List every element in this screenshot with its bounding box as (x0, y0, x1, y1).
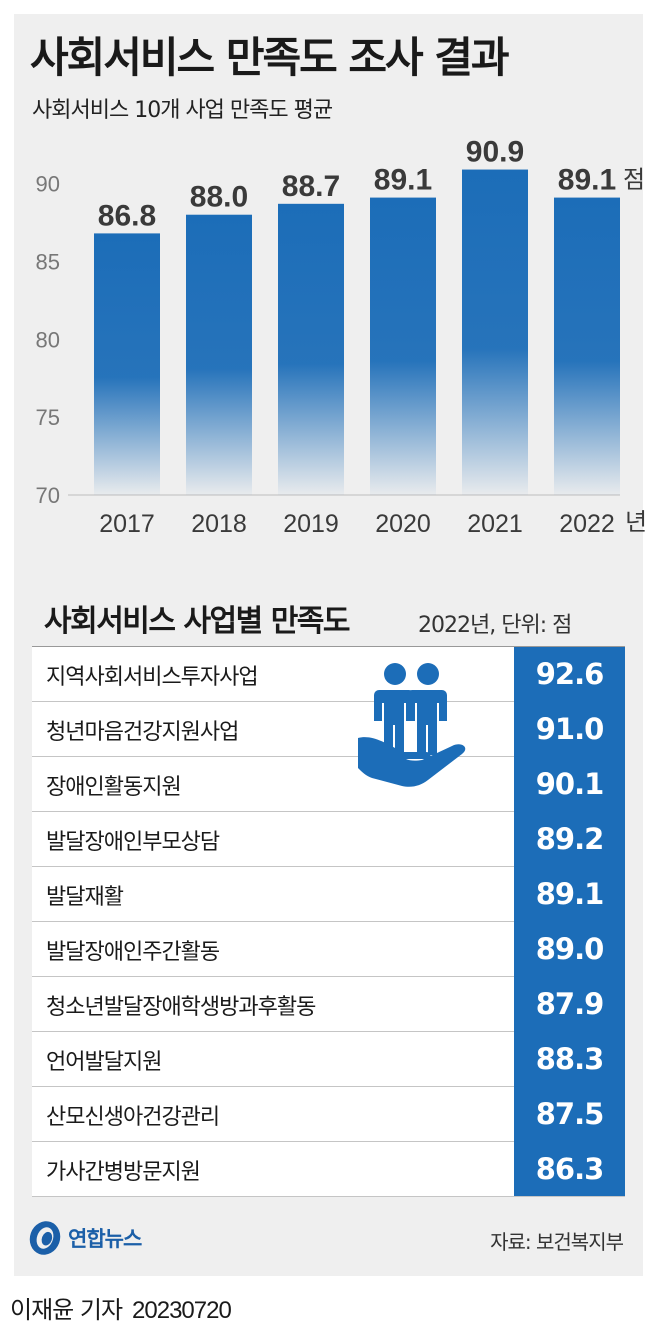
program-name: 발달재활 (46, 885, 124, 910)
program-score: 89.1 (514, 867, 625, 922)
program-name: 발달장애인주간활동 (46, 940, 220, 965)
program-score: 91.0 (514, 702, 625, 757)
x-tick-label: 2020 (375, 510, 431, 538)
byline-author: 이재윤 기자 (10, 1296, 123, 1324)
value-unit-label: 점 (623, 166, 645, 194)
bar (462, 169, 528, 496)
data-label: 89.1 (558, 164, 616, 197)
logo-text: 연합뉴스 (68, 1227, 142, 1251)
y-tick-label: 70 (36, 483, 60, 508)
program-name: 장애인활동지원 (46, 775, 182, 800)
bar (278, 203, 344, 496)
data-label: 90.9 (466, 136, 524, 169)
program-name: 산모신생아건강관리 (46, 1105, 220, 1130)
x-tick-label: 2021 (467, 510, 523, 538)
byline: 이재윤 기자 20230720 (10, 1290, 232, 1325)
program-score: 88.3 (514, 1032, 625, 1087)
program-score: 86.3 (514, 1142, 625, 1196)
program-name: 청년마음건강지원사업 (46, 720, 239, 745)
program-score: 87.5 (514, 1087, 625, 1142)
x-tick-label: 2022 (559, 510, 615, 538)
yonhap-logo-icon (29, 1221, 61, 1255)
people-in-hand-icon (358, 663, 466, 787)
program-score: 89.0 (514, 922, 625, 977)
table-row: 가사간병방문지원 86.3 (32, 1142, 625, 1197)
program-name: 가사간병방문지원 (46, 1160, 201, 1185)
page-title: 사회서비스 만족도 조사 결과 (30, 33, 510, 82)
x-tick-label: 2017 (99, 510, 155, 538)
table-row: 언어발달지원 88.3 (32, 1032, 625, 1087)
bar (186, 214, 252, 495)
section-title: 사회서비스 사업별 만족도 (44, 604, 351, 639)
program-score: 90.1 (514, 757, 625, 812)
x-tick-label: 2019 (283, 510, 339, 538)
byline-date: 20230720 (132, 1297, 232, 1324)
program-name: 언어발달지원 (46, 1050, 162, 1075)
program-score: 87.9 (514, 977, 625, 1032)
table-row: 발달장애인부모상담 89.2 (32, 812, 625, 867)
chart-subtitle: 사회서비스 10개 사업 만족도 평균 (32, 98, 333, 123)
bar (370, 197, 436, 496)
y-tick-label: 90 (36, 172, 60, 197)
bar (554, 197, 620, 496)
table-row: 산모신생아건강관리 87.5 (32, 1087, 625, 1142)
table-row: 장애인활동지원 90.1 (32, 757, 625, 812)
section-note: 2022년, 단위: 점 (418, 613, 572, 638)
source-note: 자료: 보건복지부 (490, 1230, 624, 1254)
y-tick-label: 75 (36, 405, 60, 430)
program-name: 청소년발달장애학생방과후활동 (46, 995, 316, 1020)
table-row: 발달재활 89.1 (32, 867, 625, 922)
table-row: 지역사회서비스투자사업 92.6 (32, 647, 625, 702)
logo: 연합뉴스 (26, 1218, 142, 1258)
y-tick-label: 85 (36, 249, 60, 274)
bar (94, 233, 160, 495)
x-tick-label: 2018 (191, 510, 247, 538)
bar-chart: 70 75 80 85 90 86.8 2017 88.0 2018 88.7 2019 89.1 20… (36, 136, 648, 538)
table-row: 청년마음건강지원사업 91.0 (32, 702, 625, 757)
data-label: 86.8 (98, 199, 156, 232)
program-score: 89.2 (514, 812, 625, 867)
table-row: 발달장애인주간활동 89.0 (32, 922, 625, 977)
data-label: 89.1 (374, 164, 432, 197)
y-tick-label: 80 (36, 327, 60, 352)
satisfaction-table: 지역사회서비스투자사업 92.6 청년마음건강지원사업 91.0 장애인활동지원 90.1… (32, 646, 625, 1197)
table-row: 청소년발달장애학생방과후활동 87.9 (32, 977, 625, 1032)
program-score: 92.6 (514, 647, 625, 702)
x-unit-label: 년 (625, 508, 647, 536)
program-name: 지역사회서비스투자사업 (46, 665, 259, 690)
data-label: 88.7 (282, 170, 340, 203)
data-label: 88.0 (190, 181, 248, 214)
program-name: 발달장애인부모상담 (46, 830, 220, 855)
